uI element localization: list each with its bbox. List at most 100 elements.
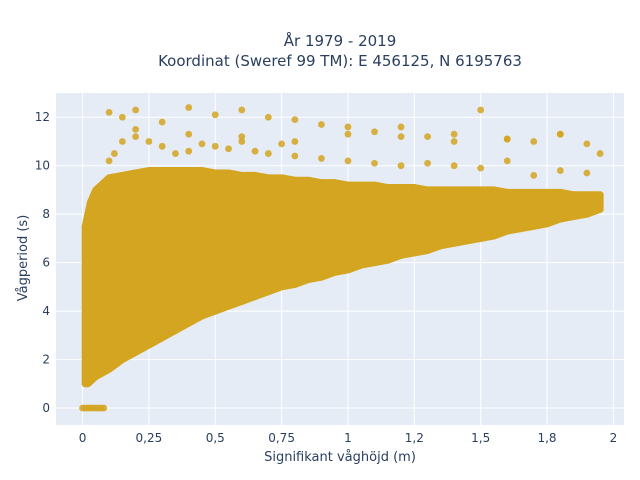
- data-point: [397, 123, 405, 131]
- data-point: [384, 256, 392, 264]
- data-point: [105, 365, 113, 373]
- data-point: [87, 377, 94, 385]
- data-point: [291, 116, 299, 124]
- data-point: [211, 307, 219, 315]
- data-point: [118, 138, 126, 145]
- data-point: [145, 341, 153, 349]
- data-point: [87, 198, 94, 206]
- data-point: [118, 356, 126, 363]
- data-point: [304, 276, 312, 283]
- data-point: [278, 283, 286, 291]
- x-tick-label: 0,25: [136, 431, 163, 445]
- data-point: [225, 145, 232, 153]
- data-point: [278, 174, 286, 182]
- data-point: [211, 169, 219, 177]
- data-point: [145, 138, 153, 145]
- data-point: [344, 157, 352, 165]
- data-point: [596, 150, 604, 157]
- data-point: [238, 133, 246, 141]
- data-point: [397, 133, 405, 141]
- data-point: [517, 188, 524, 196]
- data-point: [132, 348, 140, 356]
- data-point: [238, 138, 246, 145]
- data-point: [556, 215, 564, 223]
- data-point: [211, 111, 219, 119]
- data-point: [570, 213, 577, 220]
- data-point: [198, 140, 206, 148]
- data-point: [424, 133, 431, 141]
- y-tick-label: 6: [42, 256, 50, 270]
- data-point: [105, 108, 113, 116]
- data-point: [596, 191, 604, 199]
- data-point: [318, 273, 325, 281]
- data-point: [530, 138, 538, 145]
- x-tick-label: 0: [79, 431, 87, 445]
- x-tick-label: 1,8: [537, 431, 556, 445]
- data-point: [437, 186, 445, 194]
- data-point: [132, 133, 140, 141]
- data-point: [278, 140, 286, 148]
- x-axis-ticks: 0 0,25 0,5 0,75 1 1,2 1,5 1,8 2: [79, 431, 617, 445]
- x-tick-label: 0,75: [268, 431, 295, 445]
- data-point: [450, 162, 458, 170]
- y-tick-label: 2: [42, 353, 50, 367]
- x-tick-label: 1: [344, 431, 352, 445]
- y-tick-label: 8: [42, 207, 50, 221]
- data-point: [371, 128, 378, 136]
- data-point: [264, 113, 272, 121]
- data-point: [344, 266, 352, 274]
- data-point: [543, 220, 551, 228]
- data-point: [92, 373, 100, 380]
- data-points: [79, 104, 604, 412]
- data-point: [158, 118, 166, 126]
- data-point: [583, 210, 591, 218]
- data-point: [238, 171, 246, 179]
- data-point: [371, 181, 378, 189]
- data-point: [132, 106, 140, 114]
- data-point: [556, 167, 564, 174]
- data-point: [450, 239, 458, 247]
- y-axis-title: Vågperiod (s): [16, 215, 31, 302]
- data-point: [105, 174, 113, 182]
- data-point: [464, 237, 471, 245]
- y-axis-ticks: 0 2 4 6 8 10 12: [35, 110, 50, 415]
- data-point: [331, 268, 339, 276]
- data-point: [410, 249, 418, 257]
- data-point: [172, 150, 179, 157]
- data-point: [158, 142, 166, 150]
- data-point: [110, 150, 118, 157]
- data-point: [424, 247, 431, 254]
- data-point: [185, 130, 193, 138]
- y-tick-label: 4: [42, 304, 50, 318]
- data-point: [291, 138, 299, 145]
- data-point: [397, 251, 405, 259]
- data-point: [503, 188, 511, 196]
- data-point: [185, 319, 193, 327]
- data-point: [318, 155, 325, 162]
- data-point: [410, 184, 418, 191]
- y-tick-label: 12: [35, 110, 50, 124]
- data-point: [264, 150, 272, 157]
- data-point: [118, 113, 126, 121]
- data-point: [185, 147, 193, 155]
- data-point: [291, 176, 299, 184]
- data-point: [503, 227, 511, 235]
- data-point: [172, 167, 179, 174]
- data-point: [318, 121, 325, 128]
- data-point: [477, 186, 485, 194]
- data-point: [357, 181, 365, 189]
- data-point: [238, 298, 246, 305]
- data-point: [464, 186, 471, 194]
- data-point: [397, 184, 405, 191]
- data-point: [490, 232, 498, 240]
- data-point: [185, 167, 193, 174]
- data-point: [477, 164, 485, 172]
- data-point: [87, 404, 94, 412]
- data-point: [251, 147, 259, 155]
- data-point: [477, 106, 485, 114]
- data-point: [583, 169, 591, 177]
- data-point: [304, 176, 312, 184]
- data-point: [503, 135, 511, 143]
- chart-title-line-1: År 1979 - 2019: [284, 31, 397, 50]
